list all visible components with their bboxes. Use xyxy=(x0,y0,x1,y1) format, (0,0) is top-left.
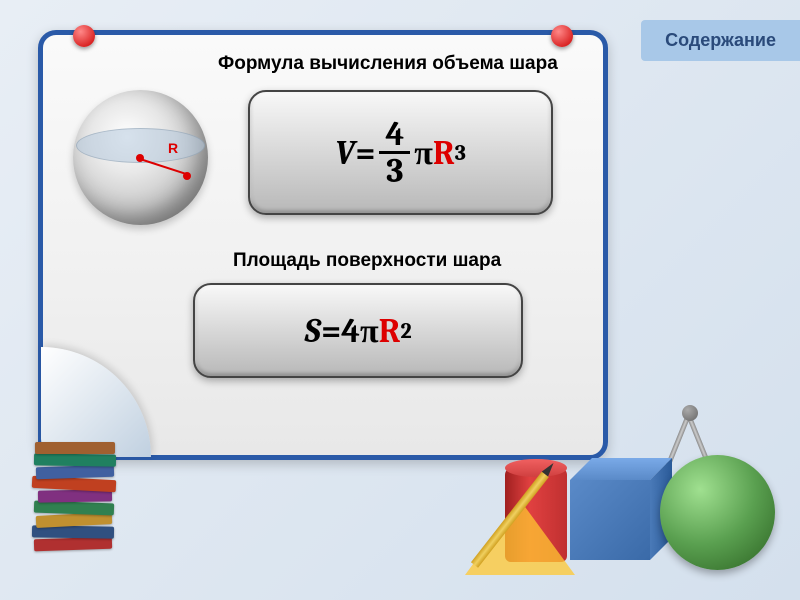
volume-formula-title: Формула вычисления объема шара xyxy=(218,53,558,75)
sphere-edge-dot-icon xyxy=(183,172,191,180)
geometry-shapes-icon xyxy=(465,400,785,590)
volume-formula: V = 4 3 π R 3 xyxy=(335,117,466,188)
surface-exponent: 2 xyxy=(400,318,411,344)
cube-icon xyxy=(570,470,660,560)
books-stack-icon xyxy=(20,420,130,550)
volume-lhs: V xyxy=(335,133,355,173)
sphere-radius-label: R xyxy=(168,140,178,156)
surface-formula-box: S = 4 π R 2 xyxy=(193,283,523,378)
whiteboard: Формула вычисления объема шара R V = 4 3… xyxy=(38,30,608,460)
surface-pi: π xyxy=(360,311,379,351)
surface-coef: 4 xyxy=(341,311,360,351)
volume-eq: = xyxy=(355,133,375,173)
sphere-center-dot-icon xyxy=(136,154,144,162)
green-ball-icon xyxy=(660,455,775,570)
volume-formula-box: V = 4 3 π R 3 xyxy=(248,90,553,215)
surface-formula-title: Площадь поверхности шара xyxy=(233,250,501,272)
contents-tab[interactable]: Содержание xyxy=(641,20,800,61)
volume-numerator: 4 xyxy=(379,117,410,154)
surface-eq: = xyxy=(321,311,341,351)
volume-fraction: 4 3 xyxy=(379,117,410,188)
volume-exponent: 3 xyxy=(455,140,466,166)
volume-radius: R xyxy=(433,133,455,173)
surface-radius: R xyxy=(379,311,401,351)
pin-left-icon xyxy=(73,25,95,47)
volume-denominator: 3 xyxy=(380,154,409,188)
surface-formula: S = 4 π R 2 xyxy=(304,311,411,351)
volume-pi: π xyxy=(414,133,433,173)
pin-right-icon xyxy=(551,25,573,47)
surface-lhs: S xyxy=(304,311,321,351)
sphere-diagram: R xyxy=(73,90,208,225)
